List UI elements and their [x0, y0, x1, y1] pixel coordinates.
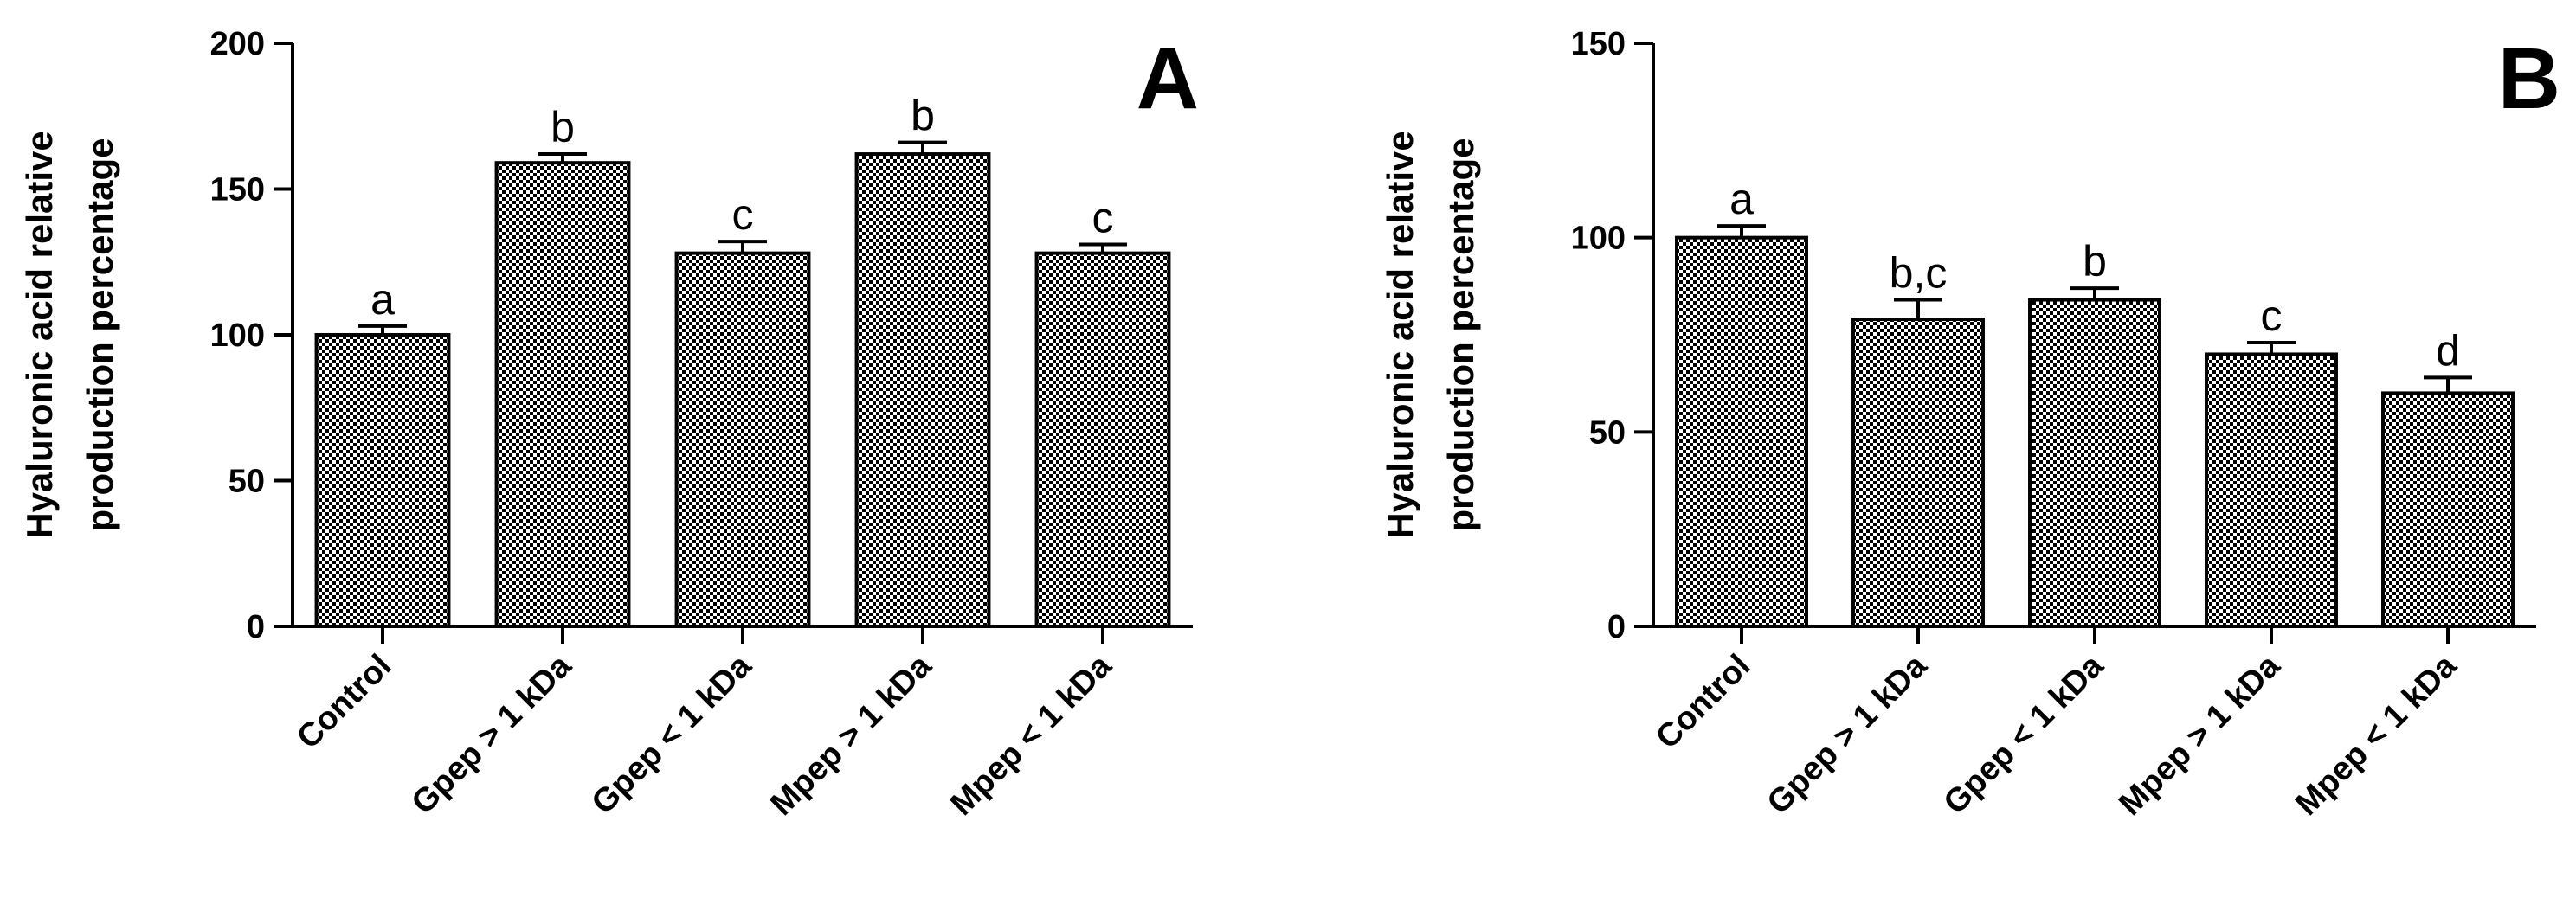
bar-gpep-1-kda — [1852, 318, 1985, 628]
bar-mpep-1-kda — [1034, 251, 1171, 628]
significance-letter: c — [1092, 194, 1114, 242]
y-tick-label: 50 — [1589, 414, 1626, 451]
panel-a: 0 50 100 150 200 Hyaluronic acid relative prod… — [19, 26, 1199, 823]
significance-letter: b,c — [1890, 249, 1948, 298]
y-tick-label: 0 — [1607, 609, 1626, 645]
bar-mpep-1-kda — [2205, 352, 2338, 628]
panel-label: A — [1137, 30, 1199, 127]
bar-mpep-1-kda — [2381, 391, 2515, 628]
y-axis-label: production percentage — [80, 138, 120, 531]
y-axis-label: production percentage — [1440, 138, 1481, 531]
panel-b: 0 50 100 150 Hyaluronic acid relative product… — [1380, 26, 2560, 823]
x-tick-label: Mpep > 1 kDa — [763, 647, 939, 823]
x-tick-label: Control — [1649, 648, 1757, 756]
y-tick-label: 150 — [210, 172, 265, 209]
y-tick-label: 200 — [210, 26, 265, 62]
x-tick-label: Mpep < 1 kDa — [943, 647, 1119, 823]
panel-label: B — [2498, 30, 2560, 127]
x-tick-label: Gpep > 1 kDa — [1761, 647, 1935, 821]
bar-mpep-1-kda — [854, 152, 991, 628]
y-axis-label: Hyaluronic acid relative — [19, 131, 60, 539]
bar-gpep-1-kda — [2028, 298, 2161, 628]
x-tick-label: Control — [290, 648, 398, 756]
y-axis-label: Hyaluronic acid relative — [1380, 131, 1420, 539]
y-tick-label: 100 — [210, 318, 265, 354]
significance-letter: a — [1729, 175, 1754, 223]
y-tick-label: 100 — [1571, 221, 1626, 257]
bar-gpep-1-kda — [674, 251, 811, 628]
significance-letter: c — [732, 190, 754, 239]
x-tick-label: Mpep < 1 kDa — [2289, 647, 2464, 823]
y-tick-label: 0 — [247, 609, 265, 645]
x-tick-label: Gpep < 1 kDa — [585, 647, 759, 821]
x-tick-label: Gpep < 1 kDa — [1937, 647, 2111, 821]
bar-gpep-1-kda — [494, 161, 631, 629]
significance-letter: b — [551, 103, 575, 151]
x-tick-label: Gpep > 1 kDa — [405, 647, 579, 821]
x-tick-label: Mpep > 1 kDa — [2112, 647, 2288, 823]
significance-letter: a — [370, 275, 395, 324]
y-tick-label: 50 — [229, 464, 265, 500]
significance-letter: d — [2436, 326, 2460, 375]
bar-control — [1675, 235, 1808, 628]
significance-letter: b — [2083, 237, 2107, 285]
significance-letter: b — [911, 92, 935, 140]
significance-letter: c — [2261, 292, 2283, 340]
y-tick-label: 150 — [1571, 26, 1626, 62]
bar-control — [314, 333, 451, 628]
